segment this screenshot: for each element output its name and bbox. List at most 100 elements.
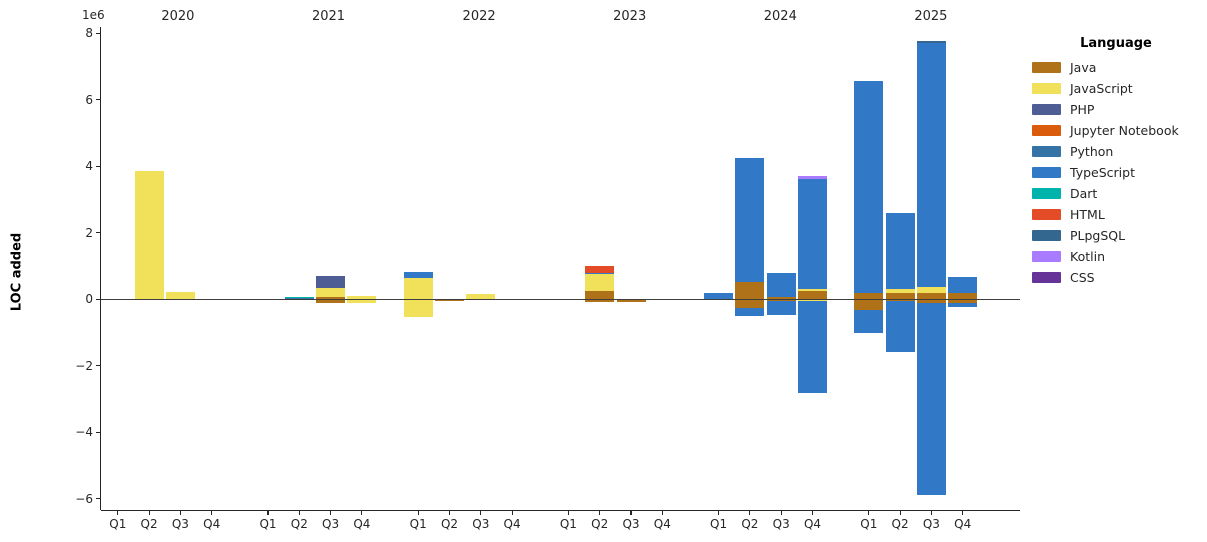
legend-item-kotlin: Kotlin bbox=[1032, 246, 1200, 267]
year-title: 2021 bbox=[311, 9, 346, 24]
bar-segment-typescript-2024-Q3 bbox=[766, 272, 796, 297]
x-tick-label: Q1 bbox=[860, 517, 878, 531]
bar-segment-php-2021-Q3 bbox=[316, 275, 346, 289]
y-tick-label: 2 bbox=[85, 225, 93, 240]
x-tick bbox=[780, 511, 782, 515]
x-tick bbox=[962, 511, 964, 515]
legend-item-css: CSS bbox=[1032, 267, 1200, 288]
legend-item-dart: Dart bbox=[1032, 183, 1200, 204]
legend-label: Kotlin bbox=[1070, 249, 1105, 264]
x-tick bbox=[480, 511, 482, 515]
legend-swatch-python bbox=[1032, 146, 1061, 157]
x-tick-label: Q1 bbox=[409, 517, 427, 531]
legend-label: PLpgSQL bbox=[1070, 228, 1126, 243]
bar-segment-typescript-2025-Q2 bbox=[885, 212, 915, 290]
y-tick bbox=[96, 99, 101, 101]
legend-swatch-dart bbox=[1032, 188, 1061, 199]
y-tick bbox=[96, 232, 101, 234]
bar-segment-javascript-2025-Q2 bbox=[885, 289, 915, 294]
bar-segment-html-2023-Q2 bbox=[585, 265, 615, 273]
legend-swatch-php bbox=[1032, 104, 1061, 115]
x-tick-label: Q4 bbox=[203, 517, 221, 531]
bar-segment-plpgsql-2025-Q3 bbox=[916, 40, 946, 43]
x-tick-label: Q3 bbox=[322, 517, 340, 531]
y-tick bbox=[96, 498, 101, 500]
bar-segment-kotlin-2024-Q4 bbox=[798, 175, 827, 179]
y-tick-label: −2 bbox=[75, 358, 93, 373]
x-tick bbox=[417, 511, 419, 515]
bar-segment-javascript-2021-Q4 bbox=[347, 299, 377, 303]
left-spine bbox=[100, 27, 102, 510]
x-tick bbox=[599, 511, 601, 515]
bar-segment-javascript-2024-Q4 bbox=[798, 289, 827, 292]
x-tick bbox=[811, 511, 814, 515]
x-tick-label: Q3 bbox=[472, 517, 490, 531]
bar-segment-java-2024-Q2 bbox=[735, 299, 765, 309]
bar-segment-java-2023-Q2 bbox=[585, 299, 615, 302]
legend-item-plpgsql: PLpgSQL bbox=[1032, 225, 1200, 246]
bar-segment-javascript-2020-Q2 bbox=[134, 170, 164, 300]
x-tick bbox=[930, 511, 932, 515]
axis-offset-text: 1e6 bbox=[82, 8, 105, 22]
x-tick bbox=[448, 511, 451, 515]
x-tick-label: Q4 bbox=[653, 517, 671, 531]
bar-segment-java-2025-Q1 bbox=[854, 299, 884, 310]
legend-swatch-jupyter-notebook bbox=[1032, 125, 1061, 136]
bar-segment-typescript-2022-Q1 bbox=[403, 272, 433, 279]
bar-segment-java-2025-Q4 bbox=[948, 299, 978, 303]
bar-segment-javascript-2024-Q4 bbox=[798, 299, 827, 301]
x-tick bbox=[749, 511, 751, 515]
legend-swatch-java bbox=[1032, 62, 1061, 73]
legend-label: Java bbox=[1070, 60, 1097, 75]
bar-segment-java-2024-Q2 bbox=[735, 282, 765, 300]
legend-label: PHP bbox=[1070, 102, 1095, 117]
bar-segment-java-2021-Q3 bbox=[316, 296, 346, 300]
x-tick-label: Q4 bbox=[803, 517, 822, 531]
x-tick-label: Q3 bbox=[922, 517, 940, 531]
legend-label: Dart bbox=[1070, 186, 1098, 201]
legend-swatch-kotlin bbox=[1032, 251, 1061, 262]
y-tick-label: 4 bbox=[85, 159, 93, 174]
legend-item-jupyter-notebook: Jupyter Notebook bbox=[1032, 120, 1200, 141]
legend-label: Python bbox=[1070, 144, 1114, 159]
y-tick-label: 0 bbox=[85, 292, 93, 307]
x-tick-label: Q2 bbox=[140, 517, 158, 531]
zero-baseline bbox=[101, 298, 1020, 301]
x-tick-label: Q2 bbox=[591, 517, 609, 531]
bar-segment-java-2025-Q4 bbox=[948, 293, 978, 300]
x-tick-label: Q2 bbox=[891, 517, 909, 531]
legend-title: Language bbox=[1080, 36, 1152, 51]
bar-segment-javascript-2022-Q3 bbox=[466, 293, 496, 300]
y-tick bbox=[96, 165, 101, 167]
bar-segment-java-2023-Q2 bbox=[585, 290, 615, 300]
x-tick bbox=[298, 511, 300, 515]
bar-segment-java-2021-Q3 bbox=[316, 299, 346, 303]
bar-segment-typescript-2024-Q1 bbox=[704, 293, 734, 300]
bar-segment-javascript-2021-Q3 bbox=[316, 288, 346, 297]
x-tick-label: Q3 bbox=[171, 517, 189, 531]
bar-segment-javascript-2022-Q1 bbox=[403, 278, 433, 300]
bar-segment-javascript-2025-Q3 bbox=[916, 286, 946, 294]
legend-label: JavaScript bbox=[1070, 81, 1133, 96]
x-tick bbox=[899, 511, 901, 515]
bar-segment-javascript-2023-Q2 bbox=[585, 274, 615, 291]
legend-item-php: PHP bbox=[1032, 99, 1200, 120]
x-tick bbox=[630, 511, 632, 515]
legend-swatch-plpgsql bbox=[1032, 230, 1061, 241]
bar-segment-java-2022-Q2 bbox=[435, 299, 464, 302]
bar-segment-typescript-2024-Q4 bbox=[798, 178, 827, 290]
bar-segment-typescript-2025-Q3 bbox=[916, 42, 946, 287]
x-tick bbox=[330, 511, 332, 515]
bar-segment-dart-2021-Q2 bbox=[284, 297, 314, 299]
bar-segment-typescript-2024-Q4 bbox=[798, 300, 827, 394]
legend-label: Jupyter Notebook bbox=[1070, 123, 1179, 138]
legend-item-java: Java bbox=[1032, 57, 1200, 78]
x-tick-label: Q4 bbox=[503, 517, 521, 531]
x-tick-label: Q1 bbox=[710, 517, 728, 531]
x-tick bbox=[511, 511, 513, 515]
bar-segment-java-2024-Q3 bbox=[766, 296, 796, 300]
y-tick bbox=[96, 298, 101, 300]
y-tick-label: 8 bbox=[85, 26, 93, 41]
bar-segment-typescript-2025-Q4 bbox=[948, 302, 978, 307]
year-title: 2025 bbox=[914, 9, 948, 24]
